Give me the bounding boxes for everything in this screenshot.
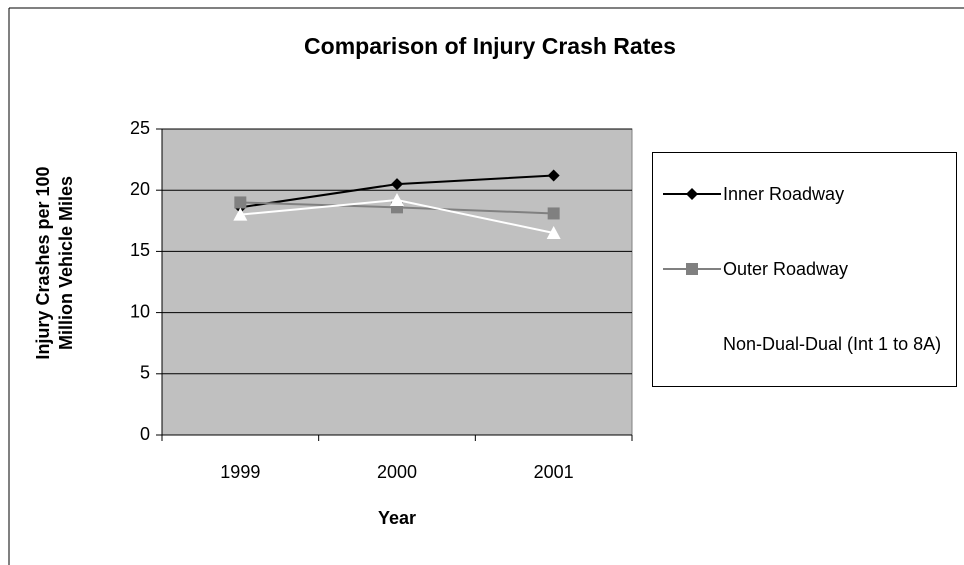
legend-label: Non-Dual-Dual (Int 1 to 8A) — [723, 334, 942, 354]
marker — [391, 178, 403, 191]
legend-label: Inner Roadway — [723, 184, 845, 204]
marker — [547, 169, 560, 182]
x-tick-label: 1999 — [220, 462, 260, 482]
marker — [685, 337, 699, 350]
legend-label: Outer Roadway — [723, 259, 849, 279]
legend-key — [663, 337, 721, 350]
y-tick-label: 20 — [130, 179, 150, 199]
plot-area — [161, 128, 633, 436]
y-tick-label: 25 — [130, 118, 150, 138]
y-axis-label: Injury Crashes per 100 Million Vehicle M… — [33, 166, 76, 360]
y-tick-label: 5 — [140, 363, 150, 383]
chart-title: Comparison of Injury Crash Rates — [304, 33, 676, 59]
y-tick-label: 10 — [130, 301, 150, 321]
marker — [686, 263, 698, 275]
marker — [547, 207, 560, 220]
marker — [546, 226, 561, 240]
legend-item: Inner Roadway — [661, 182, 948, 206]
legend: Inner Roadway Outer Roadway Non-Dual-Dual … — [652, 152, 957, 387]
x-axis-label: Year — [378, 508, 416, 528]
legend-key — [663, 188, 721, 200]
legend-item: Non-Dual-Dual (Int 1 to 8A) — [661, 332, 948, 356]
marker — [390, 192, 404, 206]
y-tick-label: 15 — [130, 240, 150, 260]
legend-key — [663, 263, 721, 275]
x-tick-label: 2001 — [534, 462, 574, 482]
marker — [686, 188, 698, 200]
legend-item: Outer Roadway — [661, 257, 948, 281]
x-tick-label: 2000 — [377, 462, 417, 482]
y-tick-label: 0 — [140, 424, 150, 444]
marker — [234, 196, 247, 209]
marker — [233, 207, 248, 221]
